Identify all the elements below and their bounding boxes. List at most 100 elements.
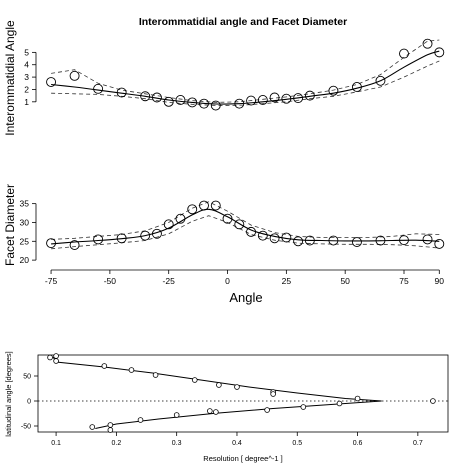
data-point [281,232,292,243]
y-tick-label: 0 [27,399,31,406]
lower-band [51,215,440,250]
x-tick-label: 0.2 [112,440,122,447]
data-point [199,98,209,109]
data-point [137,417,144,423]
data-point [422,38,433,49]
y-tick-label: 20 [20,255,30,265]
x-tick-label: -25 [163,276,176,286]
confidence-bands-facet [51,201,440,250]
points-interommatidial [46,38,445,111]
data-point [163,96,174,107]
data-point [328,235,339,246]
data-point [257,230,268,241]
data-point [173,412,180,418]
data-point [264,407,270,413]
axes-resolution: -50 0 50 0.1 0.2 0.3 0.4 0.5 0.6 0.7 [21,374,423,448]
x-tick-label: 0.3 [172,440,182,447]
data-point [336,400,343,407]
chart-title: Interommatidial angle and Facet Diameter [139,16,347,28]
y-axis-interommatidial: 1 2 3 4 5 [24,47,37,107]
y-axis-label-latitudinal: latitudinal angle [degrees] [4,351,13,436]
y-axis-label-interommatidial: Interommatidial Angle [3,20,17,136]
y-tick-label: 35 [20,199,30,209]
x-axis-label-resolution: Resolution [ degree^-1 ] [203,454,282,463]
data-point [434,47,445,58]
data-point [246,95,257,106]
data-point [213,409,219,415]
data-point [140,91,151,102]
panel-interommatidial-angle: Interommatidial angle and Facet Diameter… [3,16,445,136]
data-point [328,85,339,96]
axes-facet: 20 25 30 35 -75 -50 -25 0 25 50 75 90 [20,199,445,286]
upper-band [51,201,440,240]
data-point [53,358,59,364]
data-point [351,82,362,92]
data-point [399,235,409,246]
data-point [107,422,114,428]
data-point [101,363,108,369]
plot-frame-resolution [37,354,449,433]
data-point [187,97,198,108]
data-point [375,235,386,246]
data-point [422,234,433,245]
points-facet [46,200,445,251]
data-point [151,92,162,103]
data-point [152,372,159,378]
data-point [187,204,198,215]
data-point [93,83,104,94]
data-point [199,200,209,211]
data-point [354,395,361,402]
confidence-bands-interommatidial [51,39,440,106]
data-point [234,219,245,230]
y-tick-label: 1 [24,97,29,107]
data-point [234,384,240,390]
data-point [210,100,221,111]
x-tick-label: 25 [282,276,292,286]
data-point [175,213,186,224]
data-point [234,98,245,109]
y-tick-label: 4 [24,60,29,70]
data-point [175,95,186,105]
data-point [269,92,280,103]
data-point [163,219,174,230]
data-point [281,93,292,104]
fit-curve [51,50,440,105]
y-tick-label: 30 [20,217,30,227]
fit-line-facet [51,208,440,245]
fit-curve [51,208,440,245]
data-point [128,367,135,373]
data-point [293,236,304,247]
x-tick-label: -75 [45,276,58,286]
upper-band [51,39,440,103]
y-tick-label: 50 [23,374,31,381]
x-tick-label: 0 [225,276,230,286]
y-tick-label: -50 [21,424,31,431]
data-point [210,200,221,211]
data-point [269,233,280,244]
y-tick-label: 5 [24,47,29,57]
data-point [216,382,222,388]
data-point [140,230,151,241]
x-tick-label: 0.6 [353,440,363,447]
data-point [293,93,304,104]
data-point [222,213,233,224]
x-tick-label: 50 [340,276,350,286]
panel-resolution: latitudinal angle [degrees] Resolution [… [4,351,449,463]
data-point [351,237,362,247]
data-point [399,48,409,59]
data-point [270,391,276,397]
x-tick-label: 0.1 [51,440,61,447]
data-point [151,228,162,239]
fit-line-interommatidial [51,50,440,105]
data-point [434,238,445,249]
data-point [116,233,127,244]
x-tick-label: 90 [435,276,445,286]
y-tick-label: 25 [20,236,30,246]
x-axis-label-angle: Angle [229,290,262,305]
data-point [207,408,213,414]
x-tick-label: 0.4 [232,440,242,447]
x-tick-label: 0.5 [292,440,302,447]
x-tick-label: 0.7 [413,440,423,447]
data-point [46,238,57,249]
